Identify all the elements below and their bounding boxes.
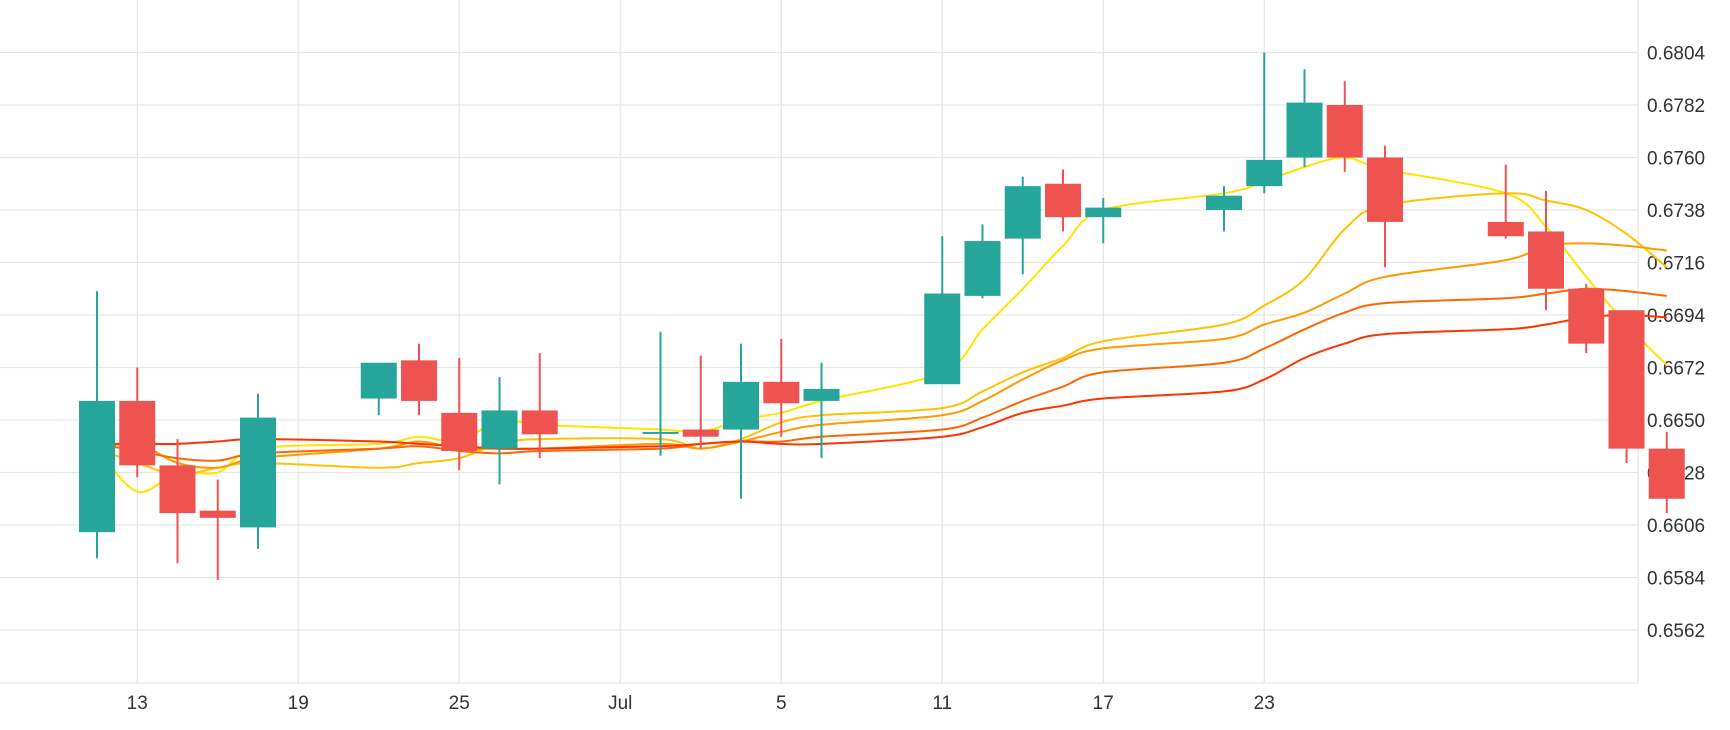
- y-tick-label: 0.6562: [1647, 621, 1705, 642]
- y-tick-label: 0.6804: [1647, 44, 1706, 65]
- candle: [1246, 52, 1283, 194]
- candle: [924, 236, 961, 385]
- candle: [401, 343, 437, 416]
- candle: [1487, 164, 1524, 239]
- y-tick-label: 0.6584: [1647, 569, 1706, 590]
- candle: [763, 338, 800, 437]
- moving-average-line-1: [96, 156, 1668, 494]
- candle-body: [924, 293, 961, 385]
- candle: [1608, 310, 1645, 463]
- candle: [521, 353, 558, 459]
- candle: [1045, 169, 1081, 232]
- moving-average-line-5: [96, 313, 1667, 450]
- candle-body: [682, 429, 719, 437]
- candle-body: [1648, 448, 1685, 499]
- moving-average-line-4: [96, 287, 1667, 462]
- candle: [723, 343, 759, 499]
- candle: [159, 439, 196, 564]
- candle: [1004, 176, 1041, 275]
- y-axis-ticks: 0.6804 0.6782 0.6760 0.6738 0.6716 0.6694 0.66…: [1647, 44, 1706, 643]
- candle: [803, 362, 840, 459]
- candle: [642, 331, 679, 456]
- candle-body: [763, 381, 800, 404]
- candle-body: [1608, 310, 1645, 449]
- x-tick-label: 5: [776, 693, 787, 714]
- y-tick-label: 0.6716: [1647, 254, 1705, 275]
- candle: [441, 357, 478, 471]
- candle: [1206, 186, 1242, 232]
- y-tick-label: 0.6760: [1647, 149, 1705, 170]
- candle: [1085, 198, 1122, 244]
- candle-body: [723, 381, 759, 430]
- grid: [0, 0, 1639, 683]
- candle: [1326, 81, 1363, 172]
- candle-body: [1568, 288, 1605, 344]
- candle-body: [1528, 231, 1564, 289]
- candle-body: [1286, 102, 1323, 158]
- candle-body: [1206, 195, 1242, 210]
- x-tick-label: 23: [1254, 693, 1275, 714]
- candle-body: [803, 388, 840, 401]
- candle-body: [1367, 157, 1403, 222]
- x-tick-label: 13: [127, 693, 148, 714]
- candle-body: [1045, 183, 1081, 218]
- x-tick-label: 11: [932, 693, 952, 714]
- candle-body: [159, 465, 196, 514]
- candle-body: [240, 417, 276, 528]
- x-tick-label: 19: [288, 693, 309, 714]
- x-axis-ticks: 13 19 25 Jul 5 11 17 23: [127, 693, 1275, 714]
- candle-body: [199, 510, 236, 518]
- candle-body: [1004, 186, 1041, 239]
- candle-body: [360, 362, 397, 399]
- x-tick-label: 17: [1093, 693, 1114, 714]
- candle: [199, 479, 236, 580]
- y-tick-label: 0.6606: [1647, 516, 1705, 537]
- candle: [1286, 69, 1323, 168]
- candle-body: [1246, 159, 1283, 187]
- candle: [1568, 283, 1605, 354]
- y-tick-label: 0.6782: [1647, 96, 1705, 117]
- candle-body: [401, 360, 437, 401]
- x-tick-label: 25: [449, 693, 470, 714]
- candle-body: [481, 410, 518, 449]
- candle-body: [119, 400, 156, 466]
- candle: [240, 393, 276, 549]
- candle: [682, 355, 719, 449]
- y-tick-label: 0.6650: [1647, 411, 1705, 432]
- candle: [360, 362, 397, 416]
- candle: [79, 291, 115, 559]
- candle-body: [642, 431, 679, 434]
- candle-body: [1487, 221, 1524, 237]
- candle: [1528, 190, 1564, 311]
- moving-average-lines: [96, 156, 1668, 494]
- candle-body: [441, 412, 478, 452]
- y-tick-label: 0.6738: [1647, 201, 1705, 222]
- candle-body: [79, 400, 115, 533]
- candle: [1367, 145, 1403, 268]
- candle-body: [1085, 207, 1122, 218]
- candle-body: [964, 241, 1001, 296]
- candle: [964, 224, 1001, 299]
- candle: [119, 367, 156, 478]
- y-tick-label: 0.6672: [1647, 359, 1705, 380]
- y-tick-label: 0.6694: [1647, 306, 1706, 327]
- candle: [481, 377, 518, 485]
- candle: [1648, 431, 1685, 514]
- candle-body: [1326, 105, 1363, 158]
- x-tick-label: Jul: [608, 693, 632, 714]
- candles: [79, 52, 1685, 580]
- candle-body: [521, 410, 558, 435]
